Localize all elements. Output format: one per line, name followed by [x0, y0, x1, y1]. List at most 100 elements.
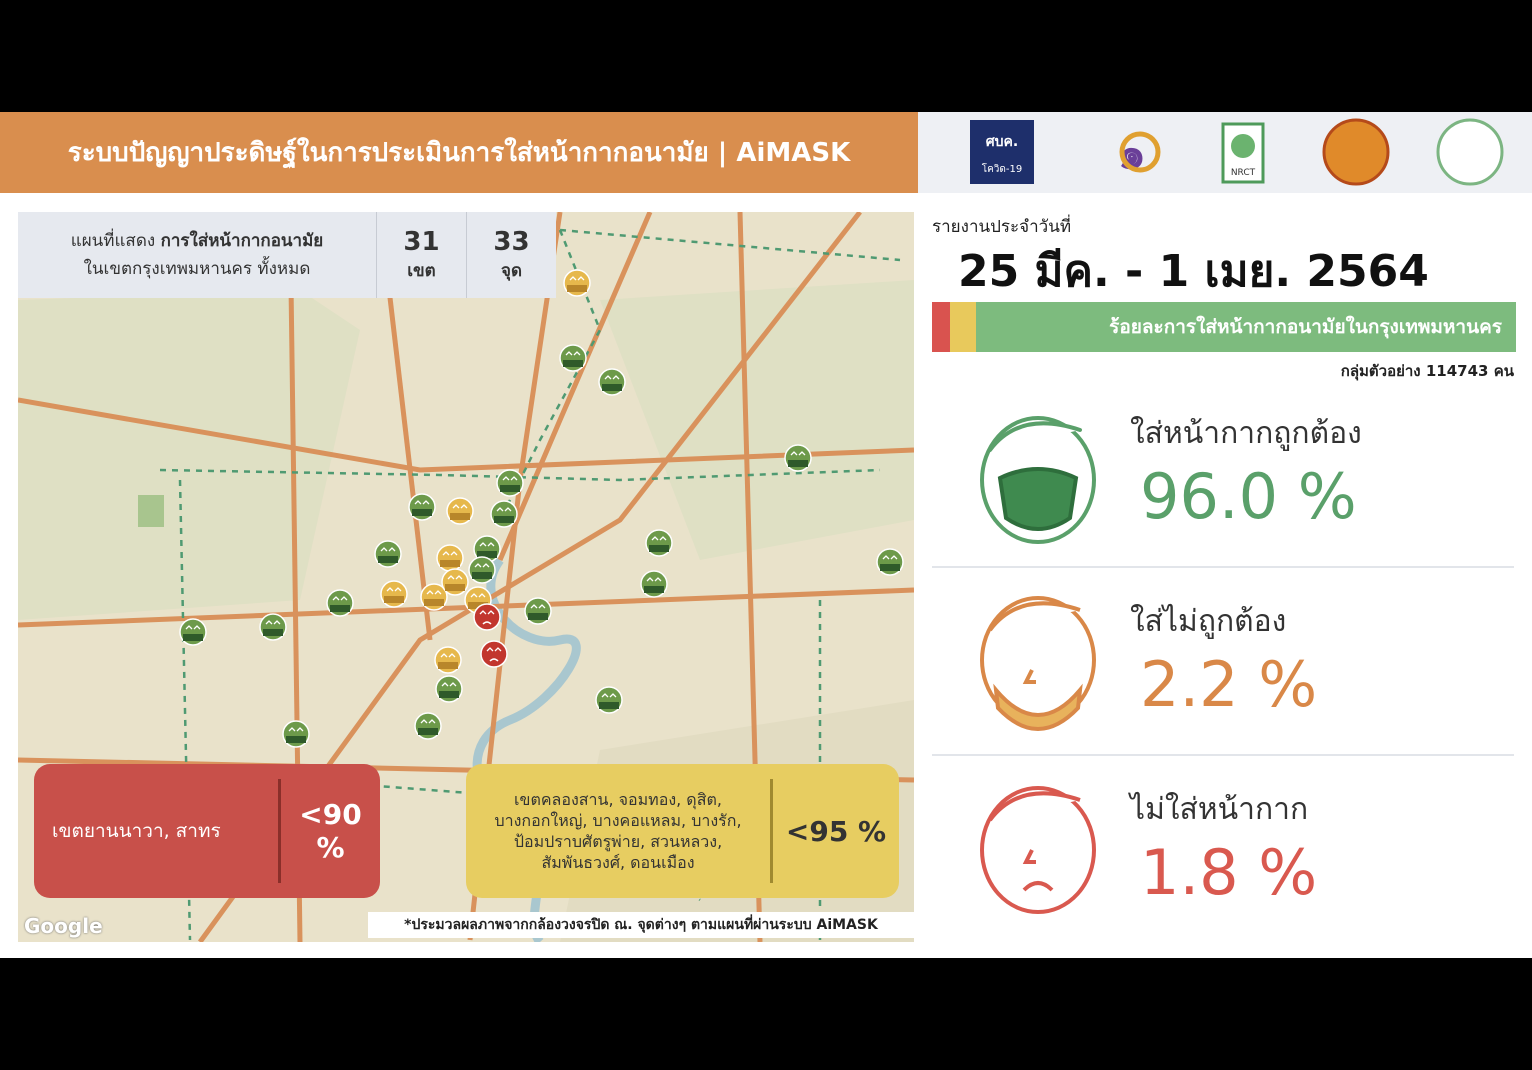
marker-face	[414, 712, 442, 740]
map-info: แผนที่แสดง การใส่หน้ากากอนามัย ในเขตกรุง…	[18, 212, 556, 298]
face-correct	[980, 416, 1096, 544]
map-marker	[434, 646, 462, 674]
yellow-box: เขตคลองสาน, จอมทอง, ดุสิต, บางกอกใหญ่, บา…	[466, 764, 899, 898]
face-none	[980, 786, 1096, 914]
box-value: <90 %	[299, 798, 362, 864]
marker-eyes	[502, 476, 518, 481]
map-marker	[374, 540, 402, 568]
box-line: ป้อมปราบศัตรูพ่าย, สวนหลวง,	[513, 832, 723, 851]
map-marker	[282, 720, 310, 748]
box-label: เขตยานนาวา, สาทร	[52, 820, 221, 842]
marker-mask	[183, 634, 203, 641]
info-line: แผนที่แสดง การใส่หน้ากากอนามัย	[71, 227, 324, 255]
separator	[278, 779, 281, 883]
marker-face	[490, 500, 518, 528]
marker-mask	[445, 584, 465, 591]
marker-mask	[649, 545, 669, 552]
face-icons	[980, 416, 1096, 914]
stat-number: 33	[493, 226, 530, 257]
info-line: ในเขตกรุงเทพมหานคร ทั้งหมด	[83, 259, 311, 279]
marker-mask	[450, 513, 470, 520]
separator	[770, 779, 773, 883]
marker-mouth	[482, 621, 492, 625]
map-marker	[524, 597, 552, 625]
marker-eyes	[496, 507, 512, 512]
marker-eyes	[441, 682, 457, 687]
bar-red	[932, 302, 950, 352]
marker-face	[645, 529, 673, 557]
logo-text: ศบค.	[986, 134, 1018, 150]
box-label: เขตคลองสาน, จอมทอง, ดุสิต, บางกอกใหญ่, บา…	[466, 789, 770, 873]
marker-face	[598, 368, 626, 396]
marker-face	[480, 640, 508, 668]
stat: 33 จุด	[466, 212, 556, 298]
marker-eyes	[790, 451, 806, 456]
divider	[932, 566, 1514, 568]
marker-face	[640, 570, 668, 598]
marker-eyes	[569, 276, 585, 281]
marker-face	[468, 556, 496, 584]
marker-face	[435, 675, 463, 703]
divider	[932, 754, 1514, 756]
marker-mask	[788, 460, 808, 467]
marker-mask	[468, 602, 488, 609]
logo	[1436, 118, 1504, 186]
face-incorrect	[980, 596, 1096, 731]
category-label: ใส่หน้ากากถูกต้อง	[1130, 416, 1362, 451]
map-marker	[490, 500, 518, 528]
header-title: ระบบปัญญาประดิษฐ์ในการประเมินการใส่หน้าก…	[67, 138, 851, 168]
map-marker	[441, 568, 469, 596]
attribution: Google	[24, 914, 103, 938]
marker-eyes	[474, 563, 490, 568]
stat-unit: จุด	[500, 260, 522, 281]
report-label: รายงานประจำวันที่	[932, 217, 1072, 237]
marker-eyes	[386, 587, 402, 592]
marker-eyes	[265, 620, 281, 625]
marker-face	[436, 544, 464, 572]
map-marker	[598, 368, 626, 396]
marker-eyes	[414, 500, 430, 505]
marker-face	[282, 720, 310, 748]
marker-eyes	[530, 604, 546, 609]
marker-face	[326, 589, 354, 617]
marker-eyes	[185, 625, 201, 630]
marker-face	[524, 597, 552, 625]
marker-mask	[412, 509, 432, 516]
bar-yellow	[950, 302, 976, 352]
map-marker	[480, 640, 508, 668]
marker-eyes	[479, 610, 495, 615]
red-box: เขตยานนาวา, สาทร <90 %	[34, 764, 380, 898]
marker-eyes	[420, 719, 436, 724]
map-marker	[179, 618, 207, 646]
marker-face	[259, 613, 287, 641]
logo-strip: ศบค. โควิด-19 ๑ NRCT	[970, 118, 1504, 186]
category-value: 2.2 %	[1140, 648, 1318, 721]
category-value: 96.0 %	[1140, 460, 1357, 533]
park	[138, 495, 164, 527]
marker-eyes	[332, 596, 348, 601]
marker-face	[595, 686, 623, 714]
marker-face	[374, 540, 402, 568]
map-marker	[645, 529, 673, 557]
box-line: บางกอกใหญ่, บางคอแหลม, บางรัก,	[494, 811, 742, 830]
marker-mask	[500, 485, 520, 492]
marker-mask	[439, 691, 459, 698]
map-marker	[414, 712, 442, 740]
marker-face	[876, 548, 904, 576]
bar-title: ร้อยละการใส่หน้ากากอนามัยในกรุงเทพมหานคร	[976, 302, 1516, 352]
marker-face	[784, 444, 812, 472]
map-marker	[473, 603, 501, 631]
marker-face	[473, 603, 501, 631]
marker-eyes	[882, 555, 898, 560]
marker-face	[496, 469, 524, 497]
logo	[970, 120, 1034, 184]
marker-eyes	[452, 504, 468, 509]
map-marker	[435, 675, 463, 703]
header: ระบบปัญญาประดิษฐ์ในการประเมินการใส่หน้าก…	[0, 112, 918, 193]
marker-eyes	[604, 375, 620, 380]
marker-eyes	[447, 575, 463, 580]
stat: 31 เขต	[376, 212, 466, 298]
logo-text: NRCT	[1231, 168, 1256, 178]
category-value: 1.8 %	[1140, 836, 1318, 909]
